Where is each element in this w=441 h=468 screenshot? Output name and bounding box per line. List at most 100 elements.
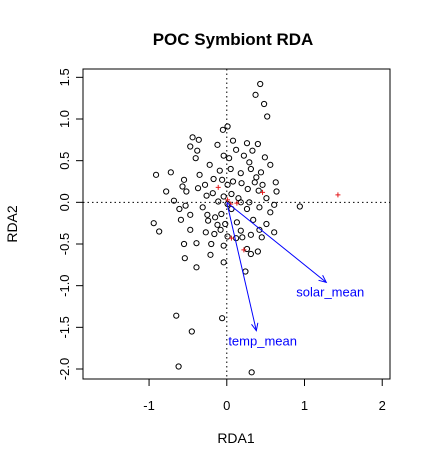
site-point xyxy=(163,188,170,195)
site-point xyxy=(222,220,229,228)
site-point xyxy=(255,187,262,194)
site-point xyxy=(220,193,227,200)
y-tick-label: -2.0 xyxy=(57,358,72,380)
site-point xyxy=(217,226,224,233)
site-point xyxy=(219,315,226,322)
site-point xyxy=(258,234,265,241)
species-point xyxy=(335,192,341,198)
site-point xyxy=(243,205,251,213)
site-point xyxy=(207,251,214,258)
site-point xyxy=(256,226,263,233)
chart-title: POC Symbiont RDA xyxy=(153,30,314,49)
site-point xyxy=(229,178,237,185)
arrowhead xyxy=(251,322,259,332)
site-point xyxy=(202,229,209,236)
site-point xyxy=(208,240,215,248)
site-point xyxy=(150,220,157,227)
site-point xyxy=(180,176,188,183)
site-point xyxy=(296,203,303,210)
site-point xyxy=(196,171,203,178)
site-point xyxy=(228,190,235,198)
site-point xyxy=(180,240,188,248)
site-point xyxy=(220,242,227,249)
site-point xyxy=(224,123,231,130)
y-tick-label: -1.5 xyxy=(57,316,72,338)
site-point xyxy=(247,165,254,173)
site-point xyxy=(177,216,185,223)
species-points xyxy=(215,184,341,253)
site-point xyxy=(259,181,266,188)
site-point xyxy=(194,147,201,154)
x-tick-label: 0 xyxy=(223,398,230,413)
site-point xyxy=(273,188,280,195)
site-point xyxy=(264,113,271,120)
arrowhead xyxy=(318,274,328,284)
site-point xyxy=(173,312,180,319)
y-tick-label: -0.5 xyxy=(57,233,72,255)
species-point xyxy=(225,197,231,203)
site-point xyxy=(176,205,183,213)
site-point xyxy=(189,134,196,141)
site-point xyxy=(203,192,210,199)
site-point xyxy=(210,175,217,183)
site-point xyxy=(195,136,202,143)
site-point xyxy=(257,80,264,88)
y-tick-label: -1.0 xyxy=(57,274,72,296)
plot-frame xyxy=(82,68,391,380)
site-point xyxy=(257,169,265,176)
site-point xyxy=(260,100,268,108)
site-point xyxy=(187,226,194,233)
site-points xyxy=(150,80,303,376)
site-point xyxy=(227,165,234,173)
site-point xyxy=(220,152,227,159)
site-point xyxy=(271,201,278,208)
species-point xyxy=(234,200,240,206)
site-point xyxy=(193,240,200,247)
site-point xyxy=(239,234,246,241)
x-axis: -1 0 1 2 xyxy=(143,378,386,413)
site-point xyxy=(175,363,182,370)
arrow-temp-mean xyxy=(226,202,257,331)
site-point xyxy=(220,259,227,266)
site-point xyxy=(156,228,163,235)
site-point xyxy=(199,204,206,211)
site-point xyxy=(253,174,260,181)
site-point xyxy=(218,210,225,218)
site-point xyxy=(181,255,188,262)
site-point xyxy=(229,137,237,144)
y-tick-label: 1.0 xyxy=(57,110,72,128)
site-point xyxy=(251,179,258,186)
site-point xyxy=(272,179,279,186)
site-point xyxy=(246,159,253,166)
site-point xyxy=(261,154,268,161)
y-axis-label: RDA2 xyxy=(4,205,20,243)
site-point xyxy=(214,141,221,148)
species-point xyxy=(215,184,221,190)
site-point xyxy=(205,217,212,224)
site-point xyxy=(238,180,245,187)
site-point xyxy=(233,219,240,226)
site-point xyxy=(187,211,194,218)
site-point xyxy=(247,250,254,258)
site-point xyxy=(267,209,274,216)
site-point xyxy=(179,183,186,190)
site-point xyxy=(247,231,254,238)
site-point xyxy=(204,211,211,218)
x-tick-label: 2 xyxy=(379,398,386,413)
site-point xyxy=(237,199,244,206)
x-tick-label: -1 xyxy=(143,398,155,413)
site-point xyxy=(267,161,274,168)
y-tick-label: 0.0 xyxy=(57,193,72,211)
site-point xyxy=(263,195,270,202)
site-point xyxy=(263,220,270,228)
arrow-label: temp_mean xyxy=(228,334,297,349)
site-point xyxy=(254,248,261,255)
site-point xyxy=(206,161,213,168)
arrow-solar-mean xyxy=(226,201,327,283)
site-point xyxy=(211,230,218,238)
site-point xyxy=(193,264,200,271)
y-axis: -2.0 -1.5 -1.0 -0.5 0.0 0.5 1.0 1.5 xyxy=(57,68,84,380)
site-point xyxy=(271,229,278,236)
site-point xyxy=(192,155,199,162)
